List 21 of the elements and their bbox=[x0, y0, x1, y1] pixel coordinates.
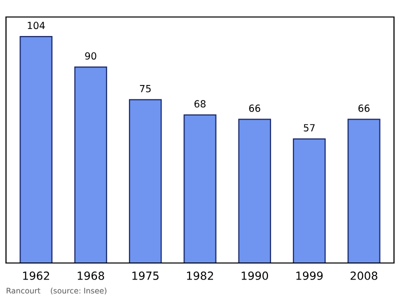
data-label: 68 bbox=[194, 100, 206, 108]
x-tick-label: 1975 bbox=[132, 272, 159, 280]
data-label: 90 bbox=[85, 52, 96, 60]
bar bbox=[128, 99, 162, 263]
x-tick-label: 1990 bbox=[242, 272, 268, 280]
x-tick-label: 2008 bbox=[350, 272, 378, 280]
data-label: 57 bbox=[304, 124, 315, 132]
bar bbox=[20, 36, 52, 263]
data-label: 66 bbox=[358, 104, 370, 112]
x-tick-label: 1999 bbox=[296, 272, 323, 280]
x-tick-label: 1968 bbox=[78, 272, 104, 280]
data-label: 104 bbox=[28, 22, 45, 30]
bar bbox=[292, 138, 326, 263]
bar bbox=[348, 118, 380, 263]
data-label: 66 bbox=[249, 104, 260, 112]
bar bbox=[74, 66, 108, 263]
bar bbox=[184, 114, 216, 263]
x-tick-label: 1962 bbox=[23, 272, 50, 280]
data-label: 75 bbox=[140, 85, 151, 92]
bar bbox=[238, 118, 272, 263]
x-tick-label: 1982 bbox=[187, 272, 214, 280]
